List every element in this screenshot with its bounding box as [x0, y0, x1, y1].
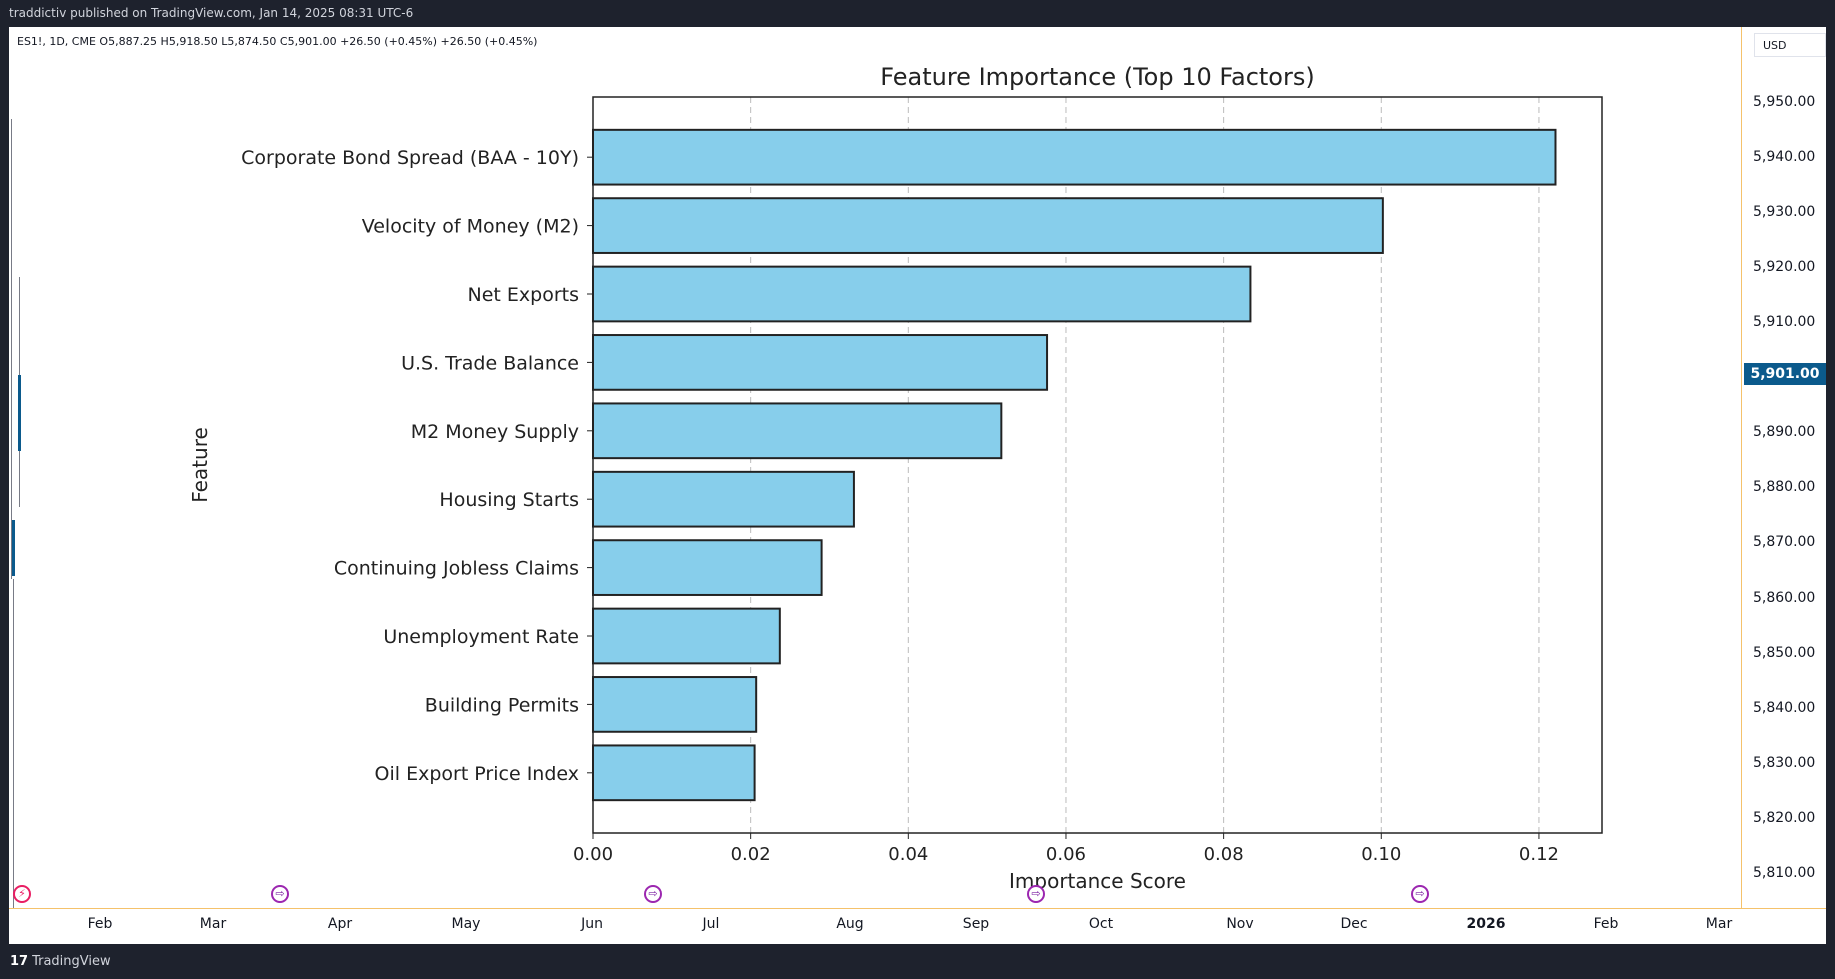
candle-wick: [11, 119, 12, 579]
price-label: 5,820.00: [1753, 810, 1816, 826]
time-axis-border: [9, 908, 1826, 909]
price-label: 5,880.00: [1753, 479, 1816, 495]
plot-frame: [592, 96, 1603, 834]
y-tick-label: M2 Money Supply: [411, 421, 579, 443]
x-tick-label: 0.02: [731, 844, 771, 865]
time-label-year: 2026: [1466, 916, 1506, 932]
brand-name: TradingView: [32, 954, 111, 969]
x-tick-label: 0.12: [1519, 844, 1559, 865]
feature-importance-chart: Feature Importance (Top 10 Factors) 0.00 0…: [188, 63, 1603, 893]
price-label: 5,840.00: [1753, 700, 1816, 716]
symbol-legend: ES1!, 1D, CME O5,887.25 H5,918.50 L5,874…: [17, 35, 538, 48]
time-label: Jul: [702, 916, 720, 932]
y-tick-label: Unemployment Rate: [383, 626, 579, 648]
time-label: Oct: [1088, 916, 1114, 932]
time-label: Mar: [199, 916, 227, 932]
time-label: May: [451, 916, 481, 932]
x-tick-label: 0.04: [888, 844, 928, 865]
price-label: 5,950.00: [1753, 94, 1816, 110]
x-tick-label: 0.10: [1361, 844, 1401, 865]
bar: [592, 539, 823, 596]
publisher-bar: traddictiv published on TradingView.com,…: [0, 0, 1835, 27]
price-axis-border: [1741, 27, 1742, 908]
time-label: Jun: [581, 916, 603, 932]
price-label: 5,930.00: [1753, 204, 1816, 220]
tradingview-logo[interactable]: 17: [10, 954, 29, 969]
bar: [592, 265, 1252, 323]
y-tick-label: Oil Export Price Index: [375, 763, 579, 785]
price-label: 5,810.00: [1753, 865, 1816, 881]
time-label: Sep: [962, 916, 990, 932]
arrow-right-circle-icon[interactable]: ⇨: [644, 885, 662, 903]
candle-body: [12, 520, 15, 576]
price-label: 5,860.00: [1753, 590, 1816, 606]
price-label: 5,850.00: [1753, 645, 1816, 661]
time-label: Aug: [836, 916, 864, 932]
y-tick-label: U.S. Trade Balance: [401, 352, 579, 374]
price-label: 5,920.00: [1753, 259, 1816, 275]
price-label: 5,830.00: [1753, 755, 1816, 771]
price-label: 5,940.00: [1753, 149, 1816, 165]
bar: [592, 128, 1557, 186]
time-label: Dec: [1340, 916, 1368, 932]
arrow-right-circle-icon[interactable]: ⇨: [1411, 885, 1429, 903]
arrow-right-circle-icon[interactable]: ⇨: [271, 885, 289, 903]
bar: [592, 676, 758, 733]
arrow-right-circle-icon[interactable]: ⇨: [1027, 885, 1045, 903]
bar: [592, 334, 1049, 391]
candle-wick: [13, 579, 14, 909]
chart-title: Feature Importance (Top 10 Factors): [880, 63, 1314, 91]
publisher-text: traddictiv published on TradingView.com,…: [9, 6, 414, 20]
bar: [592, 744, 756, 802]
bar: [592, 402, 1003, 460]
price-label: 5,870.00: [1753, 534, 1816, 550]
candle-body: [18, 375, 21, 451]
price-label: 5,910.00: [1753, 314, 1816, 330]
time-label: Feb: [87, 916, 113, 932]
time-label: Nov: [1226, 916, 1254, 932]
chart-frame[interactable]: ES1!, 1D, CME O5,887.25 H5,918.50 L5,874…: [9, 27, 1826, 944]
y-tick-label: Velocity of Money (M2): [362, 216, 579, 238]
x-tick-label: 0.06: [1046, 844, 1086, 865]
currency-button[interactable]: USD: [1754, 33, 1826, 57]
y-tick-label: Corporate Bond Spread (BAA - 10Y): [241, 147, 579, 169]
footer-bar: 17 TradingView: [0, 944, 1835, 979]
y-tick-label: Building Permits: [425, 694, 579, 716]
price-label: 5,890.00: [1753, 424, 1816, 440]
bar: [592, 470, 855, 528]
current-price-badge: 5,901.00: [1744, 363, 1826, 385]
lightning-icon[interactable]: ⚡: [13, 885, 31, 903]
y-tick-label: Net Exports: [468, 284, 580, 306]
bar: [592, 607, 781, 665]
x-tick-label: 0.00: [573, 844, 613, 865]
y-axis-label: Feature: [188, 427, 212, 503]
y-tick-label: Housing Starts: [439, 489, 579, 511]
bar: [592, 197, 1384, 254]
time-label: Apr: [327, 916, 353, 932]
x-tick-label: 0.08: [1204, 844, 1244, 865]
y-tick-label: Continuing Jobless Claims: [334, 558, 579, 580]
time-label: Feb: [1593, 916, 1619, 932]
time-label: Mar: [1705, 916, 1733, 932]
